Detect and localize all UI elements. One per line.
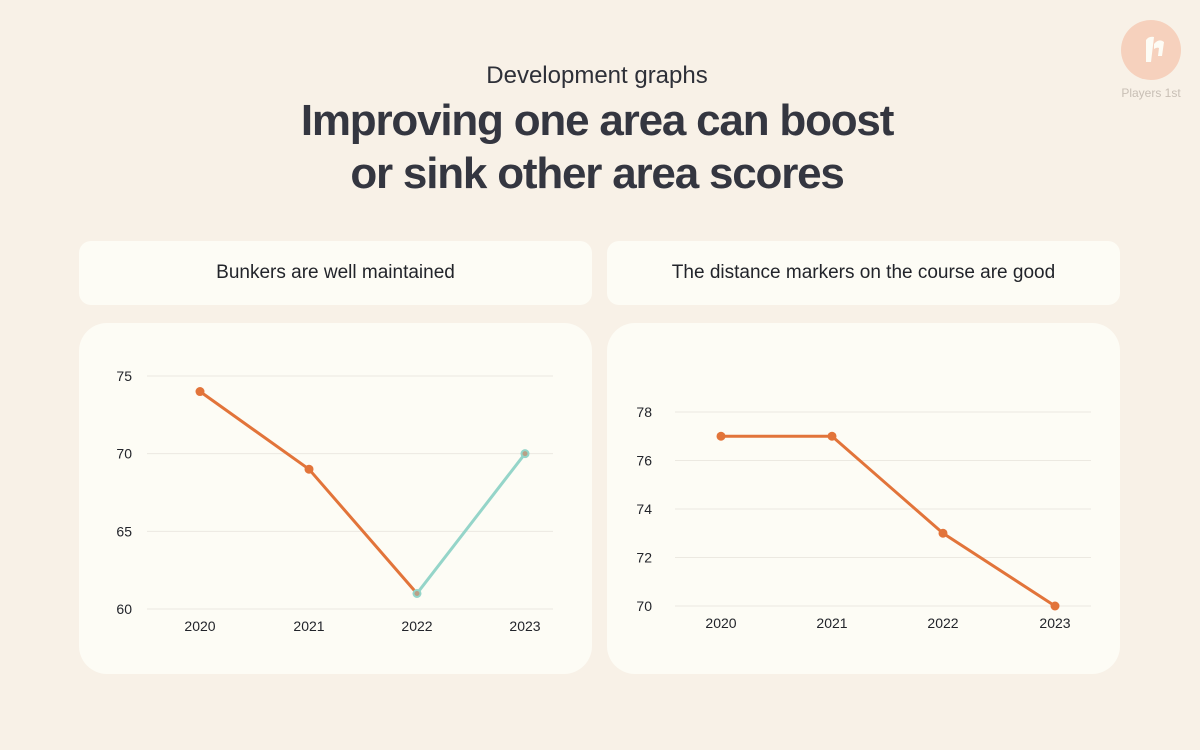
y-tick-label: 74	[636, 501, 652, 517]
x-tick-label: 2022	[927, 615, 958, 631]
data-point	[938, 528, 948, 538]
x-tick-label: 2021	[293, 618, 324, 634]
y-tick-label: 65	[116, 523, 132, 539]
x-tick-label: 2020	[184, 618, 215, 634]
players-1st-logo-icon	[1121, 20, 1181, 80]
x-tick-label: 2021	[816, 615, 847, 631]
x-tick-label: 2020	[705, 615, 736, 631]
page-header: Development graphs Improving one area ca…	[0, 60, 1194, 200]
chart-title-distance-markers: The distance markers on the course are g…	[671, 262, 1056, 283]
y-tick-label: 72	[636, 550, 652, 566]
data-point	[1050, 601, 1060, 611]
brand-logo: Players 1st	[1121, 20, 1181, 100]
brand-name: Players 1st	[1121, 86, 1181, 100]
chart-label-card-distance-markers: The distance markers on the course are g…	[607, 241, 1120, 305]
y-tick-label: 75	[116, 368, 132, 384]
line-chart-distance-markers: 70 72 74 76 78 2020 2021 2022 2023	[636, 404, 1091, 631]
chart-card-distance-markers: 70 72 74 76 78 2020 2021 2022 2023	[607, 323, 1120, 674]
y-tick-label: 76	[636, 453, 652, 469]
y-tick-label: 70	[116, 446, 132, 462]
data-point	[412, 588, 422, 598]
page-title-line-1: Improving one area can boost	[300, 96, 895, 145]
line-chart-bunkers: 60 65 70 75 2020 2021 2022 2023	[116, 368, 553, 634]
data-point	[520, 449, 530, 459]
y-tick-label: 70	[636, 598, 652, 614]
line-segment	[830, 434, 945, 535]
x-tick-label: 2023	[1039, 615, 1070, 631]
x-tick-label: 2022	[401, 618, 432, 634]
highlight-segment	[415, 452, 527, 595]
data-point	[827, 431, 837, 441]
chart-card-bunkers: 60 65 70 75 2020 2021 2022 2023	[79, 323, 592, 674]
page-title-line-2: or sink other area scores	[350, 149, 845, 198]
data-point	[195, 387, 205, 397]
data-point	[304, 464, 314, 474]
line-segment	[307, 467, 419, 595]
page-subtitle: Development graphs	[486, 62, 708, 89]
y-tick-label: 78	[636, 404, 652, 420]
page-title: Improving one area can boost or sink oth…	[0, 94, 1194, 200]
chart-label-card-bunkers: Bunkers are well maintained	[79, 241, 592, 305]
line-segment	[198, 390, 311, 471]
line-segment	[941, 531, 1057, 608]
y-tick-label: 60	[116, 601, 132, 617]
chart-title-bunkers: Bunkers are well maintained	[216, 262, 455, 283]
data-point	[716, 431, 726, 441]
x-tick-label: 2023	[509, 618, 540, 634]
